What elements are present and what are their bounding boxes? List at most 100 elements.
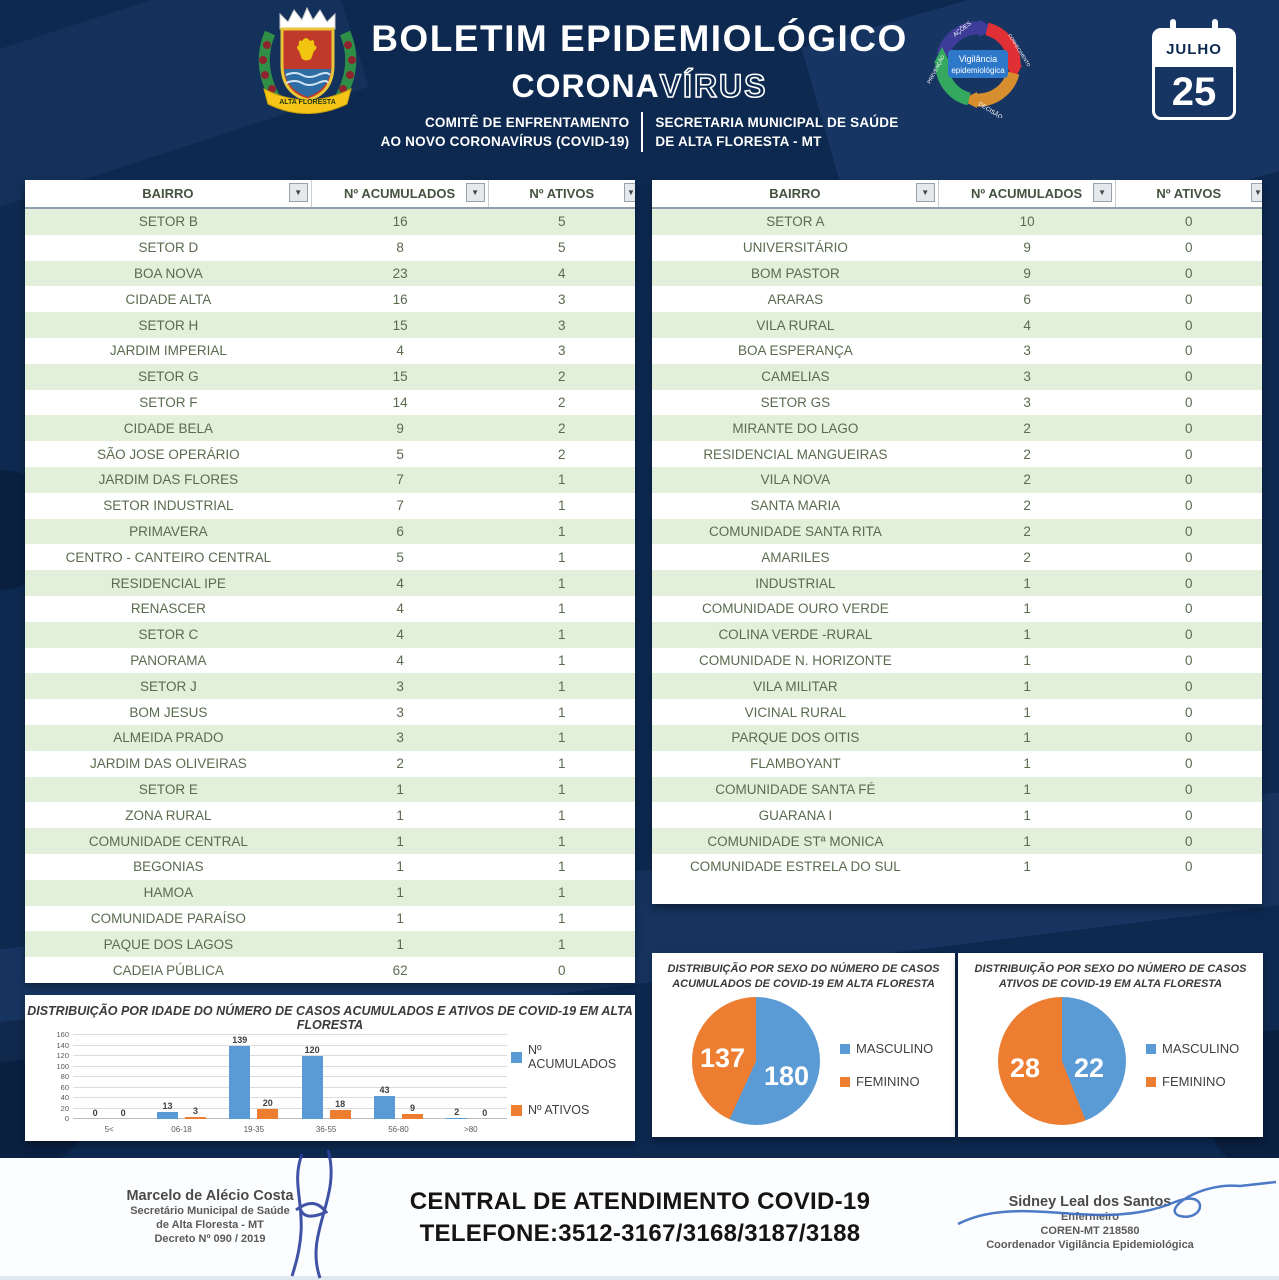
bairro-cell: CENTRO - CANTEIRO CENTRAL (65, 549, 272, 565)
ativos-cell: 1 (558, 885, 566, 901)
page-subtitle: CORONAVÍRUS (0, 67, 1279, 105)
table-row: COMUNIDADE OURO VERDE 1 0 (652, 595, 1262, 622)
bairro-cell: SETOR E (138, 781, 198, 797)
bairro-cell: COMUNIDADE N. HORIZONTE (698, 652, 892, 668)
table-row: VILA NOVA 2 0 (652, 466, 1262, 493)
ativos-cell: 0 (558, 962, 566, 978)
vigilancia-label-line1: Vigilância (959, 54, 997, 64)
ativos-cell: 2 (558, 394, 566, 410)
y-axis-tick-label: 140 (56, 1040, 69, 1050)
ativos-cell: 1 (558, 549, 566, 565)
bairro-cell: UNIVERSITÁRIO (742, 240, 848, 256)
gridline (73, 1076, 507, 1077)
bairro-cell: FLAMBOYANT (750, 756, 841, 772)
acumulados-cell: 2 (1023, 420, 1031, 436)
gridline (73, 1097, 507, 1098)
ativos-cell: 2 (558, 420, 566, 436)
table-row: SETOR H 15 3 (25, 312, 635, 338)
bairro-cell: SETOR GS (760, 394, 831, 410)
bairro-cell: COMUNIDADE SANTA RITA (708, 523, 882, 539)
acumulados-cell: 2 (1023, 472, 1031, 488)
bairro-cell: PAQUE DOS LAGOS (103, 936, 234, 952)
bairro-cell: COMUNIDADE SANTA FÉ (715, 781, 876, 797)
bairro-cell: CADEIA PÚBLICA (112, 962, 224, 978)
table-header-row: BAIRRO ▼ Nº ACUMULADOS ▼ Nº ATIVOS ▼ (652, 180, 1262, 209)
pie-value-masculino: 180 (764, 1061, 810, 1091)
bairro-cell: JARDIM IMPERIAL (109, 343, 227, 359)
filter-dropdown-partial-icon[interactable]: ▼ (623, 183, 635, 202)
table-row: ZONA RURAL 1 1 (25, 802, 635, 829)
table-row: FLAMBOYANT 1 0 (652, 750, 1262, 777)
bar-value-label: 13 (162, 1101, 173, 1112)
bar-ativos: 9 (401, 1103, 423, 1119)
table-row: HAMOA 1 1 (25, 879, 635, 906)
table-row: ARARAS 6 0 (652, 286, 1262, 313)
table-row: SANTA MARIA 2 0 (652, 492, 1262, 519)
acumulados-cell: 2 (396, 756, 404, 772)
bar-value-label: 20 (262, 1097, 273, 1108)
ativos-cell: 1 (558, 498, 566, 514)
right-bairro-table: BAIRRO ▼ Nº ACUMULADOS ▼ Nº ATIVOS ▼ SET… (652, 180, 1262, 904)
acumulados-cell: 6 (1023, 291, 1031, 307)
legend-item-feminino: FEMININO (840, 1074, 933, 1089)
bar-value-label: 0 (482, 1108, 488, 1118)
filter-dropdown-icon[interactable]: ▼ (465, 183, 485, 202)
ativos-cell: 0 (1185, 523, 1193, 539)
acumulados-cell: 1 (396, 859, 404, 875)
bairro-cell: SETOR B (138, 214, 198, 230)
committee-text: COMITÊ DE ENFRENTAMENTO AO NOVO CORONAVÍ… (380, 115, 630, 149)
acumulados-cell: 23 (392, 265, 408, 281)
table-row: GUARANA I 1 0 (652, 802, 1262, 829)
column-header-ativos: Nº ATIVOS ▼ (1116, 180, 1262, 207)
bairro-cell: BOM PASTOR (750, 265, 840, 281)
ativos-cell: 0 (1185, 601, 1193, 617)
acumulados-cell: 1 (1023, 730, 1031, 746)
column-header-ativos: Nº ATIVOS ▼ (489, 180, 635, 207)
bairro-cell: COMUNIDADE OURO VERDE (701, 601, 889, 617)
ativos-cell: 1 (558, 781, 566, 797)
city-crest-logo: ALTA FLORESTA (258, 6, 357, 114)
ativos-cell: 3 (558, 343, 566, 359)
secretariat-text: SECRETARIA MUNICIPAL DE SAÚDE DE ALTA FL… (655, 115, 899, 149)
legend-swatch-blue (511, 1051, 522, 1063)
acumulados-cell: 1 (396, 833, 404, 849)
bairro-cell: INDUSTRIAL (755, 575, 836, 591)
left-bairro-table: BAIRRO ▼ Nº ACUMULADOS ▼ Nº ATIVOS ▼ SET… (25, 180, 635, 983)
y-axis-tick-label: 80 (60, 1072, 69, 1081)
acumulados-cell: 5 (396, 446, 404, 462)
bar-ativos: 3 (184, 1106, 206, 1119)
filter-dropdown-icon[interactable]: ▼ (1092, 183, 1112, 202)
table-row: COLINA VERDE -RURAL 1 0 (652, 621, 1262, 648)
bairro-cell: HAMOA (143, 885, 194, 901)
ativos-cell: 0 (1185, 291, 1193, 307)
bairro-cell: VICINAL RURAL (744, 704, 847, 720)
subtitle-outline: VÍRUS (659, 67, 768, 105)
table-row: RESIDENCIAL IPE 4 1 (25, 570, 635, 596)
gridline (73, 1055, 507, 1056)
ativos-cell: 1 (558, 704, 566, 720)
filter-dropdown-icon[interactable]: ▼ (288, 183, 308, 202)
bairro-cell: MIRANTE DO LAGO (732, 420, 859, 436)
acumulados-cell: 1 (1023, 781, 1031, 797)
ativos-cell: 1 (558, 601, 566, 617)
acumulados-cell: 16 (392, 291, 408, 307)
legend-item-masculino: MASCULINO (840, 1041, 933, 1056)
bairro-cell: PARQUE DOS OITIS (731, 730, 860, 746)
calendar-ring-icon (1170, 19, 1176, 34)
ativos-cell: 0 (1185, 627, 1193, 643)
filter-dropdown-partial-icon[interactable]: ▼ (1250, 183, 1262, 202)
bairro-cell: SANTA MARIA (750, 498, 841, 514)
hotline-title: CENTRAL DE ATENDIMENTO COVID-19 (409, 1188, 871, 1215)
chart-title: DISTRIBUIÇÃO POR SEXO DO NÚMERO DE CASOS… (667, 963, 940, 990)
filter-dropdown-icon[interactable]: ▼ (915, 183, 935, 202)
ativos-cell: 1 (558, 859, 566, 875)
bairro-cell: RENASCER (130, 601, 206, 617)
table-row: SETOR GS 3 0 (652, 389, 1262, 416)
ativos-cell: 3 (558, 317, 566, 333)
pie-chart (692, 997, 820, 1125)
acumulados-cell: 1 (1023, 756, 1031, 772)
ativos-cell: 0 (1185, 833, 1193, 849)
table-row: RENASCER 4 1 (25, 595, 635, 622)
table-row: UNIVERSITÁRIO 9 0 (652, 234, 1262, 261)
